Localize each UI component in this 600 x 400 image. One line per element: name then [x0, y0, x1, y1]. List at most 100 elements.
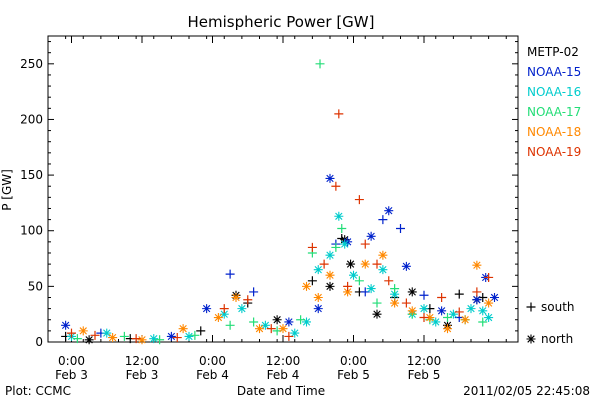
y-tick-label: 150: [20, 168, 43, 182]
noaa-18-north-point: [78, 326, 88, 336]
y-tick-label: 100: [20, 224, 43, 238]
noaa-17-south-point: [478, 317, 488, 327]
noaa-15-north-point: [490, 292, 499, 302]
footer-left: Plot: CCMC: [5, 384, 71, 398]
x-tick-date-label: Feb 4: [196, 368, 229, 382]
legend-entry-noaa-16: NOAA-16: [527, 85, 581, 99]
noaa-15-south-point: [249, 287, 259, 297]
y-tick-label: 0: [35, 335, 43, 349]
y-tick-label: 50: [28, 279, 43, 293]
noaa-18-north-point: [137, 335, 147, 345]
metp-02-north-point: [407, 287, 417, 297]
noaa-19-south-point: [472, 287, 482, 297]
noaa-19-south-point: [90, 330, 100, 340]
noaa-19-south-point: [454, 307, 464, 317]
marker-legend: south north: [526, 300, 575, 346]
noaa-19-south-point: [319, 259, 329, 269]
noaa-17-south-point: [337, 224, 347, 234]
noaa-16-north-point: [484, 313, 494, 323]
noaa-17-south-point: [225, 320, 235, 330]
noaa-19-south-point: [360, 239, 370, 249]
noaa-15-north-point: [384, 206, 394, 216]
noaa-18-north-point: [231, 292, 241, 302]
noaa-18-north-point: [484, 298, 494, 308]
noaa-17-south-point: [331, 242, 341, 252]
legend-entry-noaa-15: NOAA-15: [527, 65, 581, 79]
noaa-15-north-point: [366, 231, 376, 241]
noaa-16-north-point: [378, 265, 388, 275]
noaa-17-south-point: [296, 315, 306, 325]
noaa-18-north-point: [313, 292, 323, 302]
marker-legend-label: north: [541, 332, 573, 346]
x-tick-date-label: Feb 3: [126, 368, 159, 382]
noaa-16-north-point: [184, 331, 194, 341]
noaa-19-south-point: [343, 281, 353, 291]
noaa-18-north-point: [425, 313, 435, 323]
y-tick-label: 250: [20, 57, 43, 71]
metp-02-north-point: [84, 335, 94, 345]
noaa-17-south-point: [315, 59, 325, 69]
x-tick-time-label: 12:00: [407, 354, 442, 368]
legend-entry-metp-02: METP-02: [527, 45, 579, 59]
noaa-19-south-point: [219, 304, 229, 314]
x-tick-time-label: 12:00: [125, 354, 160, 368]
noaa-19-south-point: [266, 324, 276, 334]
noaa-18-north-point: [278, 324, 288, 334]
noaa-17-south-point: [372, 298, 382, 308]
noaa-19-south-point: [419, 313, 429, 323]
x-tick-time-label: 0:00: [58, 354, 85, 368]
noaa-15-north-point: [472, 295, 482, 305]
noaa-15-south-point: [396, 224, 405, 234]
noaa-17-south-point: [249, 317, 259, 327]
noaa-18-north-point: [108, 333, 118, 343]
noaa-16-north-point: [478, 306, 488, 316]
noaa-16-north-point: [302, 317, 311, 327]
noaa-15-north-point: [61, 320, 71, 330]
noaa-15-north-point: [401, 261, 411, 271]
noaa-19-south-point: [354, 195, 364, 205]
noaa-16-north-point: [260, 320, 270, 330]
x-tick-time-label: 12:00: [266, 354, 301, 368]
x-tick-date-label: Feb 4: [267, 368, 300, 382]
metp-02-south-point: [196, 326, 206, 336]
noaa-17-south-point: [443, 313, 452, 323]
noaa-15-north-point: [284, 317, 294, 327]
noaa-16-north-point: [431, 317, 441, 327]
noaa-17-south-point: [190, 330, 200, 340]
noaa-16-north-point: [102, 328, 112, 338]
noaa-16-north-point: [349, 270, 358, 280]
noaa-16-north-point: [448, 309, 458, 319]
noaa-19-south-point: [437, 292, 447, 302]
noaa-17-south-point: [119, 331, 129, 341]
noaa-18-north-point: [472, 260, 482, 270]
legend-entry-noaa-17: NOAA-17: [527, 105, 581, 119]
noaa-19-south-point: [131, 334, 141, 344]
x-tick-time-label: 0:00: [199, 354, 226, 368]
marker-legend-star-icon: [526, 334, 536, 344]
noaa-15-north-point: [437, 306, 447, 316]
noaa-17-south-point: [72, 334, 82, 344]
data-points: [61, 59, 499, 345]
noaa-16-north-point: [340, 239, 350, 249]
noaa-18-north-point: [407, 306, 417, 316]
noaa-16-north-point: [149, 334, 159, 344]
marker-legend-plus-icon: [526, 302, 536, 312]
noaa-16-north-point: [219, 309, 229, 319]
noaa-17-south-point: [155, 335, 165, 345]
plot-frame: [47, 35, 519, 343]
noaa-17-south-point: [354, 276, 364, 286]
noaa-19-south-point: [484, 272, 494, 282]
noaa-19-south-point: [372, 259, 382, 269]
series-legend: METP-02 NOAA-15 NOAA-16 NOAA-17 NOAA-18 NOAA-…: [527, 45, 581, 159]
noaa-15-north-point: [202, 304, 212, 314]
noaa-18-north-point: [378, 250, 388, 260]
x-tick-date-label: Feb 5: [337, 368, 370, 382]
chart-title: Hemispheric Power [GW]: [188, 13, 375, 31]
noaa-15-north-point: [325, 173, 335, 183]
noaa-16-north-point: [390, 289, 400, 299]
noaa-16-north-point: [334, 211, 344, 221]
noaa-15-north-point: [313, 304, 323, 314]
noaa-19-south-point: [384, 276, 394, 286]
noaa-18-north-point: [255, 324, 264, 334]
